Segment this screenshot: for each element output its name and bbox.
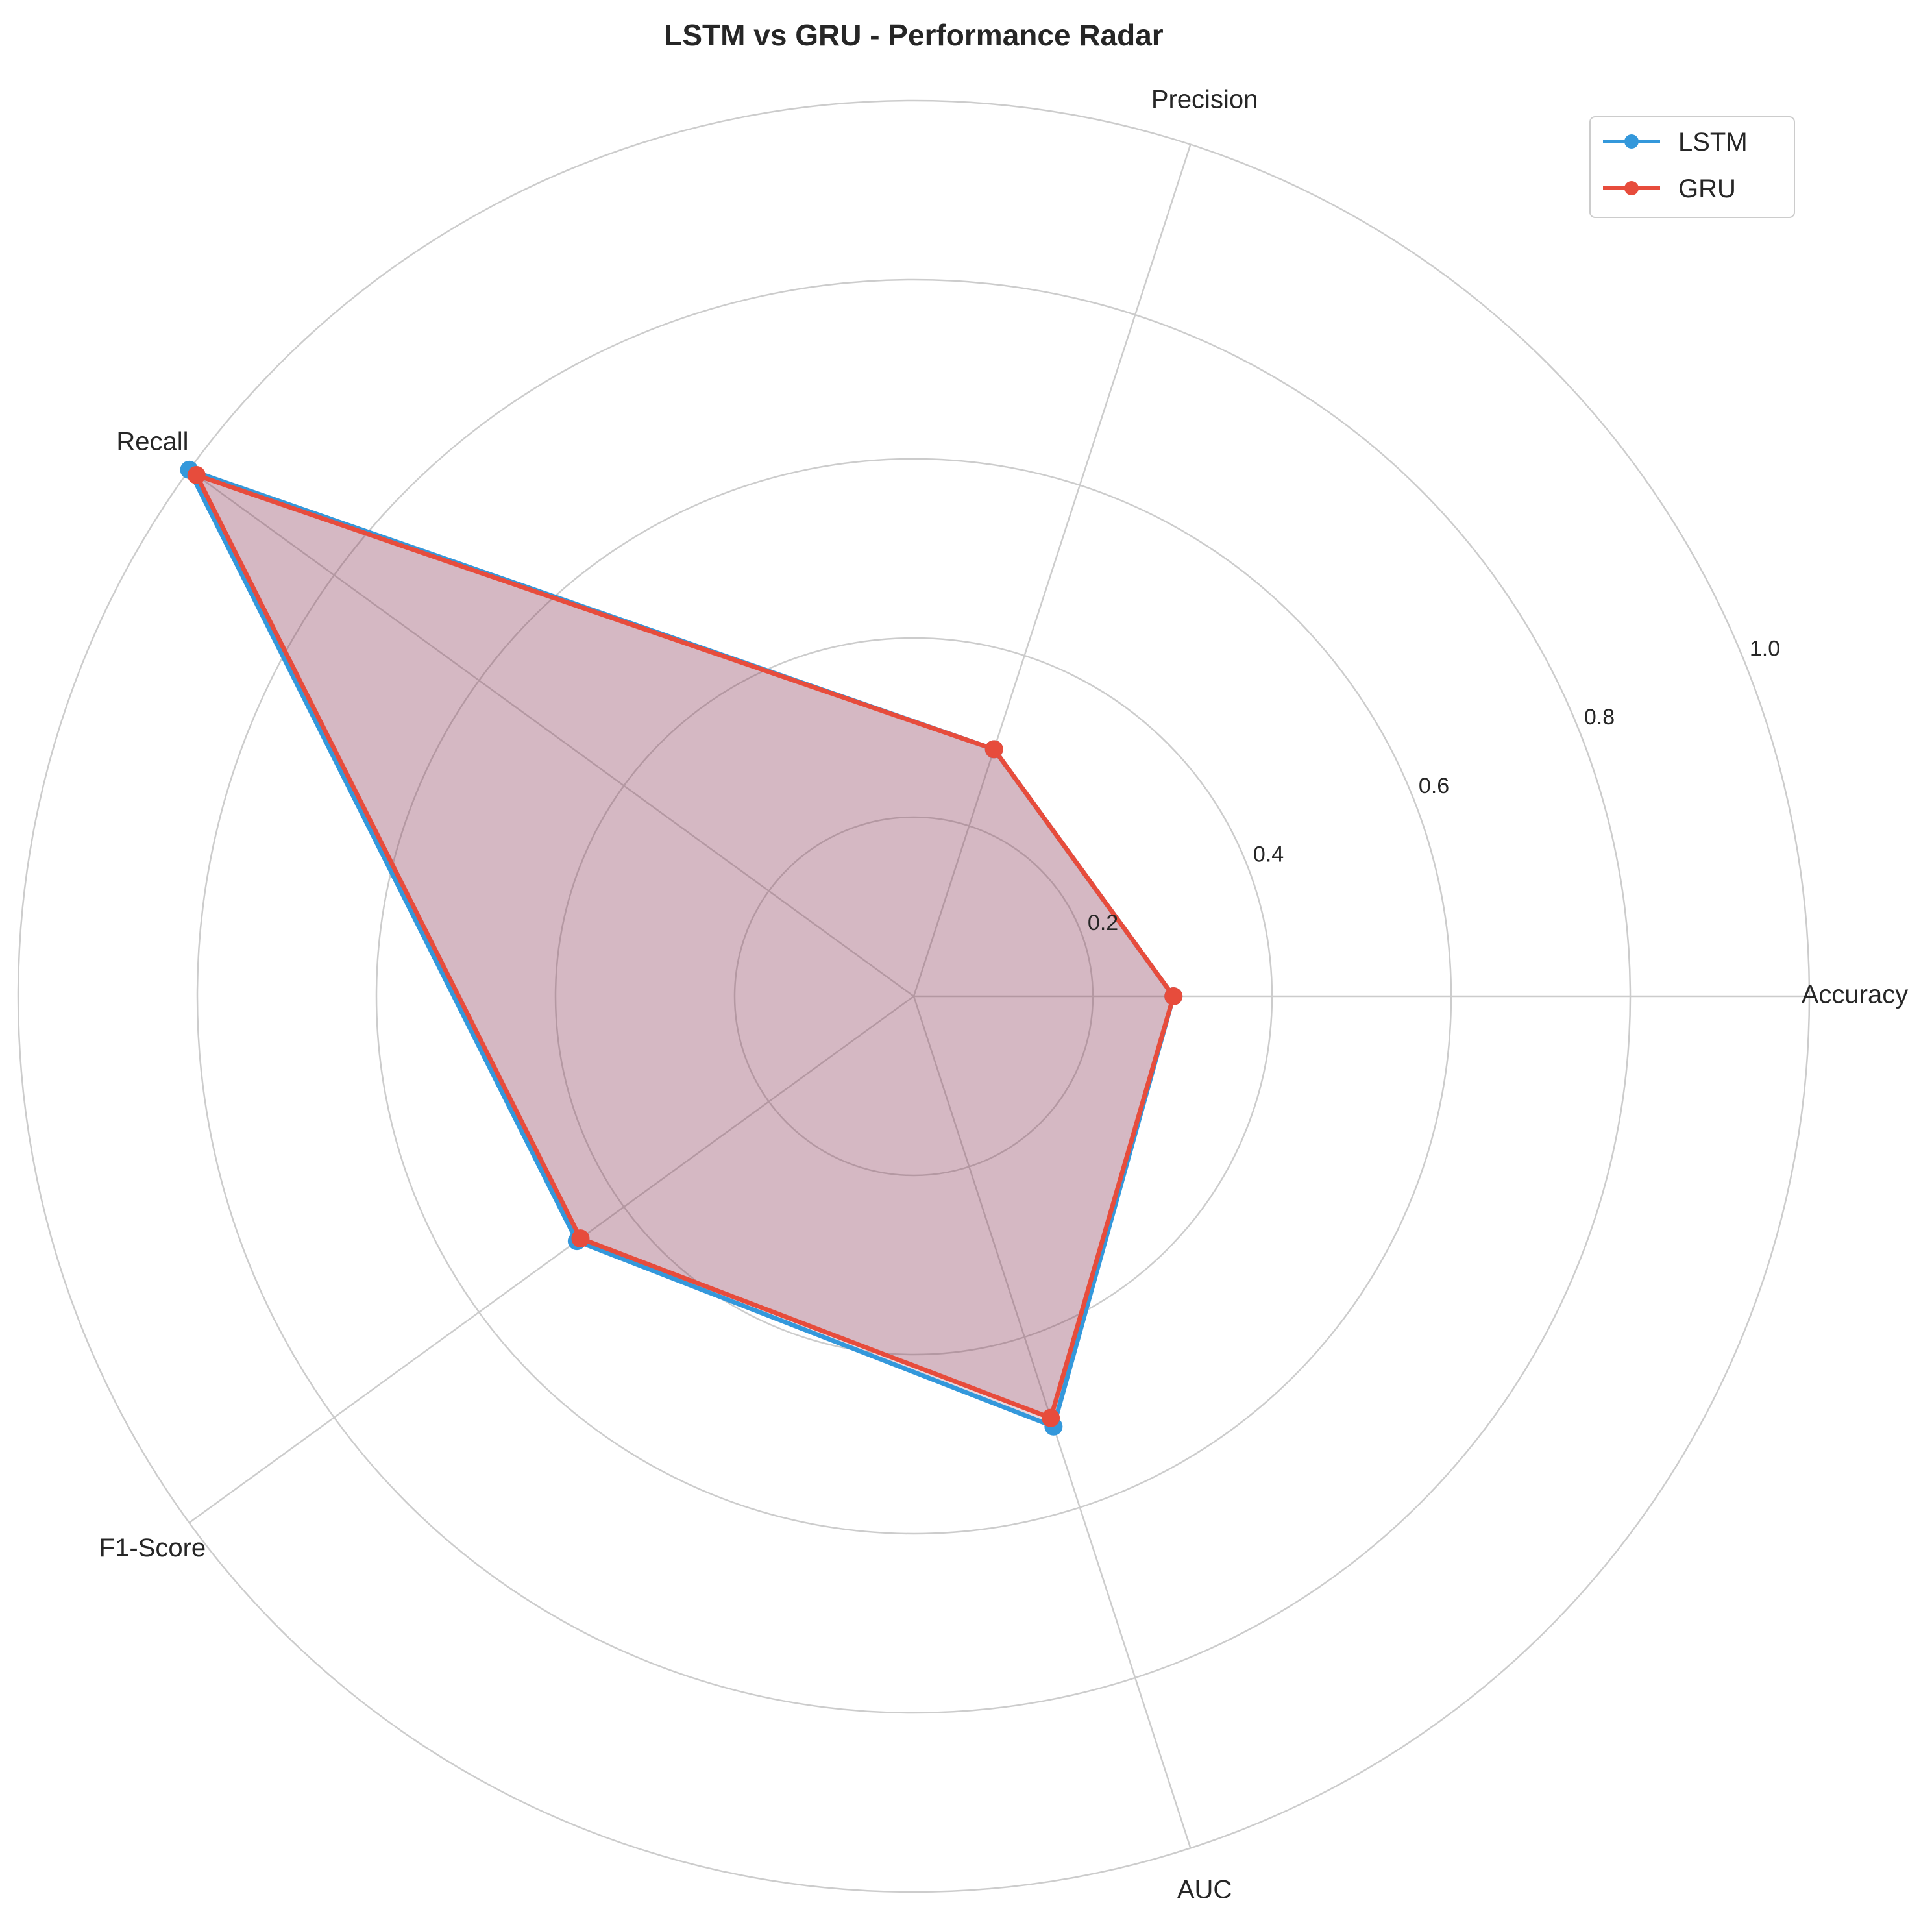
legend-label-gru: GRU	[1678, 175, 1736, 203]
r-tick-label: 0.6	[1419, 774, 1449, 798]
axis-spokes	[188, 144, 1809, 1848]
r-tick-label: 1.0	[1750, 637, 1780, 661]
r-tick-label: 0.4	[1253, 842, 1284, 866]
spoke-precision	[912, 144, 1192, 997]
axis-labels: Accuracy Precision Recall F1-Score AUC	[99, 86, 1909, 1904]
legend-marker-lstm	[1624, 134, 1639, 149]
spoke-f1-score	[188, 995, 914, 1524]
legend-label-lstm: LSTM	[1678, 128, 1748, 156]
chart-title: LSTM vs GRU - Performance Radar	[664, 18, 1164, 52]
point-gru-auc	[1042, 1408, 1060, 1427]
point-gru-recall	[187, 465, 206, 484]
point-gru-precision	[984, 740, 1003, 759]
series-line-gru	[194, 473, 1176, 1421]
series-fill-gru	[196, 475, 1174, 1418]
axis-label-precision: Precision	[1151, 86, 1258, 114]
point-gru-f1-score	[571, 1229, 590, 1248]
axis-label-recall: Recall	[116, 427, 188, 456]
radial-tick-labels: 0.2 0.4 0.6 0.8 1.0	[1088, 637, 1780, 935]
series-lines	[187, 467, 1176, 1429]
r-tick-label: 0.8	[1584, 705, 1615, 730]
spoke-recall	[188, 469, 914, 998]
series-points	[180, 460, 1183, 1436]
series-fills	[189, 469, 1174, 1427]
axis-label-f1-score: F1-Score	[99, 1534, 206, 1562]
series-fill-lstm	[189, 469, 1174, 1427]
r-tick-label: 0.2	[1088, 911, 1118, 935]
axis-label-auc: AUC	[1177, 1876, 1232, 1904]
axis-label-accuracy: Accuracy	[1802, 981, 1909, 1009]
legend-marker-gru	[1624, 181, 1639, 195]
point-gru-accuracy	[1164, 987, 1183, 1005]
legend: LSTM GRU	[1589, 116, 1795, 218]
